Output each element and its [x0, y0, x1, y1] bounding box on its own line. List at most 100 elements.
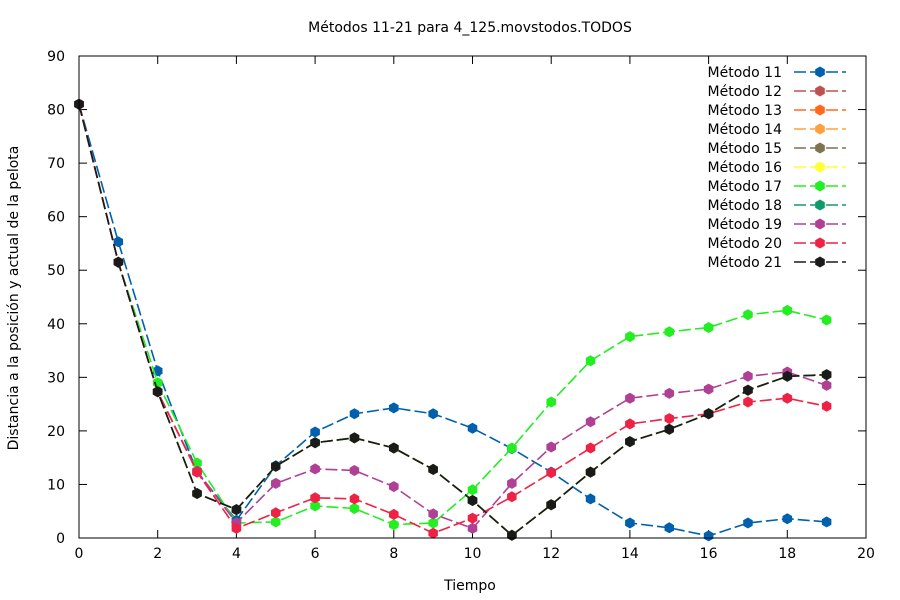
legend-swatch-marker: [815, 142, 825, 154]
series-line: [78, 104, 827, 537]
data-point: [585, 466, 596, 478]
data-point: [428, 408, 438, 420]
legend-swatch-marker: [815, 218, 825, 230]
x-tick-label: 14: [621, 546, 639, 562]
legend-swatch-marker: [815, 85, 825, 97]
y-tick-label: 70: [47, 156, 65, 172]
legend-swatch-marker: [815, 256, 825, 268]
data-point: [782, 370, 793, 382]
data-point: [664, 522, 674, 534]
data-point: [625, 517, 635, 529]
data-point: [231, 504, 242, 516]
legend-item: Método 21: [708, 255, 846, 271]
data-point: [703, 530, 714, 542]
legend-item: Método 18: [708, 198, 846, 214]
data-point: [585, 442, 596, 454]
data-point: [310, 437, 320, 449]
legend-item: Método 13: [708, 103, 846, 119]
y-tick-label: 50: [47, 263, 65, 279]
data-point: [467, 522, 478, 534]
legend-label: Método 17: [708, 179, 782, 195]
series-line: [78, 104, 827, 530]
data-point: [546, 396, 556, 408]
legend-label: Método 14: [708, 122, 783, 138]
x-tick-label: 16: [700, 546, 718, 562]
series-line: [78, 104, 827, 526]
legend-label: Método 19: [708, 217, 782, 233]
legend-item: Método 16: [708, 160, 846, 176]
legend: Método 11 Método 12 Método 13 Método 14 Méto…: [708, 65, 846, 271]
data-point: [821, 516, 832, 528]
legend-item: Método 12: [708, 84, 846, 100]
data-point: [192, 457, 202, 469]
data-point: [821, 379, 832, 391]
data-point: [428, 463, 438, 475]
series-21: [74, 98, 832, 541]
data-point: [743, 309, 753, 321]
data-point: [192, 488, 202, 499]
data-point: [703, 322, 714, 333]
legend-label: Método 13: [708, 103, 782, 119]
y-tick-label: 30: [47, 370, 65, 386]
y-tick-label: 60: [47, 210, 65, 226]
data-point: [664, 423, 674, 435]
data-point: [389, 519, 399, 531]
data-point: [310, 463, 320, 475]
data-point: [585, 416, 596, 428]
data-point: [546, 499, 556, 511]
x-tick-label: 0: [75, 546, 84, 562]
data-point: [467, 422, 478, 434]
data-point: [428, 508, 438, 520]
data-point: [271, 477, 281, 489]
legend-swatch-marker: [815, 199, 825, 211]
data-point: [743, 396, 753, 408]
data-point: [821, 369, 832, 381]
data-point: [782, 304, 793, 316]
data-point: [703, 383, 714, 395]
legend-label: Método 18: [708, 198, 782, 214]
data-point: [310, 492, 320, 504]
y-tick-label: 10: [47, 477, 65, 493]
data-point: [389, 402, 399, 414]
legend-item: Método 19: [708, 217, 846, 233]
data-point: [310, 426, 320, 438]
x-axis-label: Tiempo: [443, 578, 496, 594]
data-point: [664, 413, 674, 425]
legend-label: Método 12: [708, 84, 782, 100]
data-point: [664, 326, 674, 338]
data-point: [782, 513, 793, 525]
data-point: [271, 507, 281, 519]
x-tick-label: 4: [232, 546, 241, 562]
legend-item: Método 15: [708, 141, 846, 157]
data-point: [231, 522, 242, 534]
data-point: [782, 392, 793, 404]
data-point: [428, 517, 438, 529]
legend-label: Método 21: [708, 255, 782, 271]
data-point: [743, 384, 753, 396]
data-point: [271, 460, 281, 472]
data-point: [507, 477, 517, 489]
series-line: [78, 103, 827, 537]
x-tick-label: 10: [464, 546, 482, 562]
x-tick-label: 12: [542, 546, 560, 562]
data-point: [113, 256, 124, 268]
legend-swatch-marker: [815, 104, 825, 116]
legend-item: Método 17: [708, 179, 846, 195]
data-point: [428, 527, 438, 539]
data-point: [349, 493, 360, 505]
data-point: [152, 386, 163, 398]
data-point: [467, 512, 478, 524]
legend-swatch-marker: [815, 161, 825, 173]
data-point: [310, 500, 320, 512]
data-point: [507, 442, 517, 454]
data-point: [625, 331, 635, 343]
data-point: [703, 408, 714, 420]
x-tick-label: 6: [311, 546, 320, 562]
data-point: [743, 517, 753, 529]
y-axis-label: Distancia a la posición y actual de la p…: [6, 146, 22, 451]
data-point: [507, 491, 517, 503]
plot-frame: [78, 55, 867, 539]
legend-item: Método 20: [708, 236, 846, 252]
data-point: [349, 408, 360, 420]
